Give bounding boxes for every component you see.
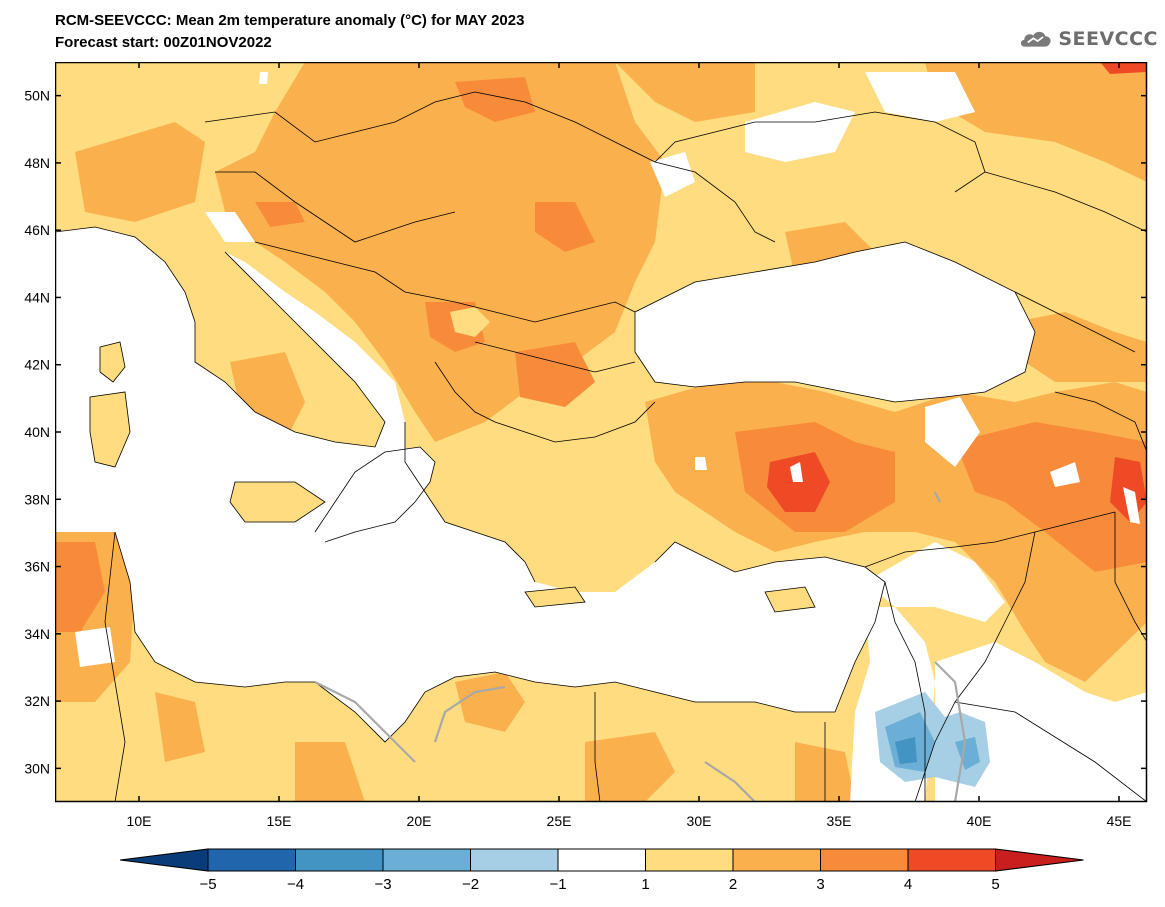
colorbar-segment bbox=[207, 848, 296, 872]
x-axis-labels: 10E 15E 20E 25E 30E 35E 40E 45E bbox=[127, 813, 1132, 829]
colorbar-segment bbox=[645, 848, 734, 872]
zero-contour-lines bbox=[314, 491, 967, 802]
y-tick-label: 38N bbox=[24, 491, 50, 507]
x-tick-label: 35E bbox=[827, 813, 852, 829]
colorbar-label: −5 bbox=[199, 876, 216, 893]
x-tick-label: 10E bbox=[127, 813, 152, 829]
y-tick-label: 44N bbox=[24, 289, 50, 305]
map-title: RCM-SEEVCCC: Mean 2m temperature anomaly… bbox=[55, 12, 525, 29]
colorbar-label: −3 bbox=[374, 876, 391, 893]
colorbar-label: 4 bbox=[904, 876, 912, 893]
seevccc-logo: SEEVCCC bbox=[1018, 22, 1158, 56]
y-tick-label: 48N bbox=[24, 155, 50, 171]
x-tick-label: 40E bbox=[967, 813, 992, 829]
x-tick-label: 20E bbox=[407, 813, 432, 829]
colorbar-label: −4 bbox=[287, 876, 304, 893]
y-axis-ticks bbox=[55, 94, 1147, 770]
x-tick-label: 45E bbox=[1107, 813, 1132, 829]
islands bbox=[90, 307, 815, 612]
sea-areas bbox=[55, 212, 1035, 742]
y-tick-label: 42N bbox=[24, 357, 50, 373]
cloud-logo-icon bbox=[1020, 31, 1051, 47]
colorbar-segment bbox=[295, 848, 384, 872]
x-tick-label: 30E bbox=[687, 813, 712, 829]
logo-text: SEEVCCC bbox=[1058, 28, 1158, 50]
y-tick-label: 50N bbox=[24, 88, 50, 104]
coastlines-and-borders bbox=[55, 91, 1147, 802]
colorbar-segment bbox=[732, 848, 821, 872]
forecast-start-label: Forecast start: 00Z01NOV2022 bbox=[55, 34, 272, 51]
colorbar-segment bbox=[907, 848, 996, 872]
y-tick-label: 36N bbox=[24, 559, 50, 575]
colorbar-segment bbox=[470, 848, 559, 872]
y-tick-label: 34N bbox=[24, 626, 50, 642]
colorbar-label: −1 bbox=[549, 876, 566, 893]
colorbar-label: 1 bbox=[641, 876, 649, 893]
y-axis-labels: 50N 48N 46N 44N 42N 40N 38N 36N 34N 32N 30N bbox=[24, 88, 50, 777]
x-tick-label: 25E bbox=[547, 813, 572, 829]
colorbar-label: −2 bbox=[462, 876, 479, 893]
colorbar: −5 −4 −3 −2 −1 1 2 3 4 5 bbox=[120, 848, 1084, 893]
colorbar-segment bbox=[820, 848, 909, 872]
colorbar-extend-high bbox=[995, 848, 1084, 872]
y-tick-label: 30N bbox=[24, 760, 50, 776]
colorbar-segment bbox=[382, 848, 471, 872]
colorbar-segment bbox=[557, 848, 646, 872]
y-tick-label: 46N bbox=[24, 222, 50, 238]
x-tick-label: 15E bbox=[267, 813, 292, 829]
colorbar-label: 3 bbox=[816, 876, 824, 893]
colorbar-extend-low bbox=[120, 848, 209, 872]
x-axis-ticks bbox=[138, 62, 1120, 802]
colorbar-label: 5 bbox=[991, 876, 999, 893]
y-tick-label: 40N bbox=[24, 424, 50, 440]
temperature-anomaly-map bbox=[55, 62, 1148, 803]
colorbar-label: 2 bbox=[729, 876, 737, 893]
y-tick-label: 32N bbox=[24, 693, 50, 709]
